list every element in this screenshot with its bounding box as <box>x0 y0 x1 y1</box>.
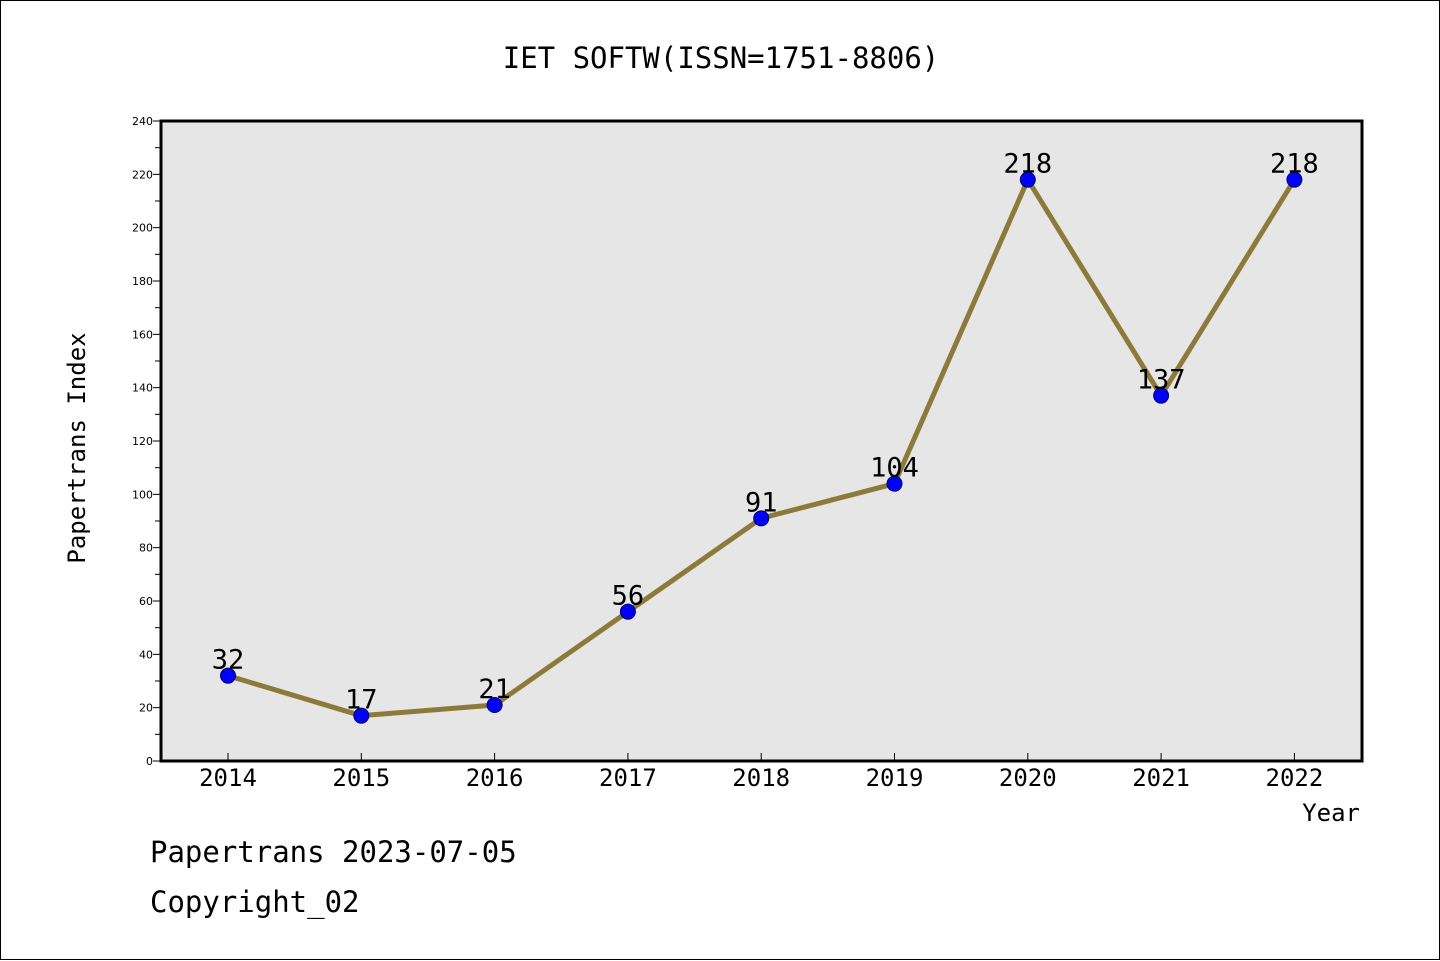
data-label: 17 <box>345 685 378 716</box>
data-label: 218 <box>1003 149 1052 180</box>
data-point <box>1286 171 1303 188</box>
data-label: 91 <box>745 487 778 518</box>
footer-date: Papertrans 2023-07-05 <box>150 835 517 869</box>
y-tick-label: 180 <box>132 275 153 288</box>
data-point <box>353 707 370 724</box>
x-tick-label: 2021 <box>1132 764 1190 792</box>
data-label: 21 <box>478 674 511 705</box>
x-tick-label: 2022 <box>1266 764 1324 792</box>
y-tick-label: 240 <box>132 115 153 128</box>
y-tick-label: 200 <box>132 222 153 235</box>
chart-title: IET SOFTW(ISSN=1751-8806) <box>503 41 940 75</box>
y-tick-label: 80 <box>139 542 153 555</box>
y-tick-label: 120 <box>132 435 153 448</box>
data-label: 218 <box>1270 149 1319 180</box>
x-axis-label: Year <box>1302 799 1360 827</box>
data-point <box>1153 387 1170 404</box>
x-tick-label: 2016 <box>466 764 524 792</box>
data-label: 104 <box>870 453 919 484</box>
y-tick-label: 40 <box>139 648 153 661</box>
x-tick-label: 2018 <box>732 764 790 792</box>
series-papertrans-index: 32 17 21 56 91 104 218 137 218 <box>212 149 1319 724</box>
data-point <box>1019 171 1036 188</box>
plot-area <box>159 119 1364 763</box>
x-tick-label: 2020 <box>999 764 1057 792</box>
data-label: 32 <box>212 645 245 676</box>
y-tick-label: 60 <box>139 595 153 608</box>
y-axis-label: Papertrans Index <box>63 332 91 563</box>
data-point <box>486 697 503 713</box>
y-tick-label: 20 <box>139 702 153 715</box>
footer-copyright: Copyright_02 <box>150 885 360 919</box>
data-label: 56 <box>612 581 645 612</box>
y-tick-label: 220 <box>132 168 153 181</box>
y-tick-label: 0 <box>146 755 153 768</box>
y-tick-label: 160 <box>132 328 153 341</box>
data-point <box>220 667 236 684</box>
data-point <box>753 510 770 527</box>
x-tick-label: 2019 <box>866 764 924 792</box>
x-tick-label: 2017 <box>599 764 657 792</box>
data-point <box>619 603 636 620</box>
x-tick-label: 2014 <box>199 764 257 792</box>
y-tick-label: 140 <box>132 382 153 395</box>
data-label: 137 <box>1137 365 1186 396</box>
y-tick-label: 100 <box>132 488 153 501</box>
y-axis: 0 20 40 60 80 100 120 140 160 180 200 220 240 <box>132 115 161 768</box>
x-axis: 2014 2015 2016 2017 2018 2019 2020 2021 2022 <box>199 753 1323 792</box>
data-point <box>886 475 903 492</box>
x-tick-label: 2015 <box>332 764 390 792</box>
